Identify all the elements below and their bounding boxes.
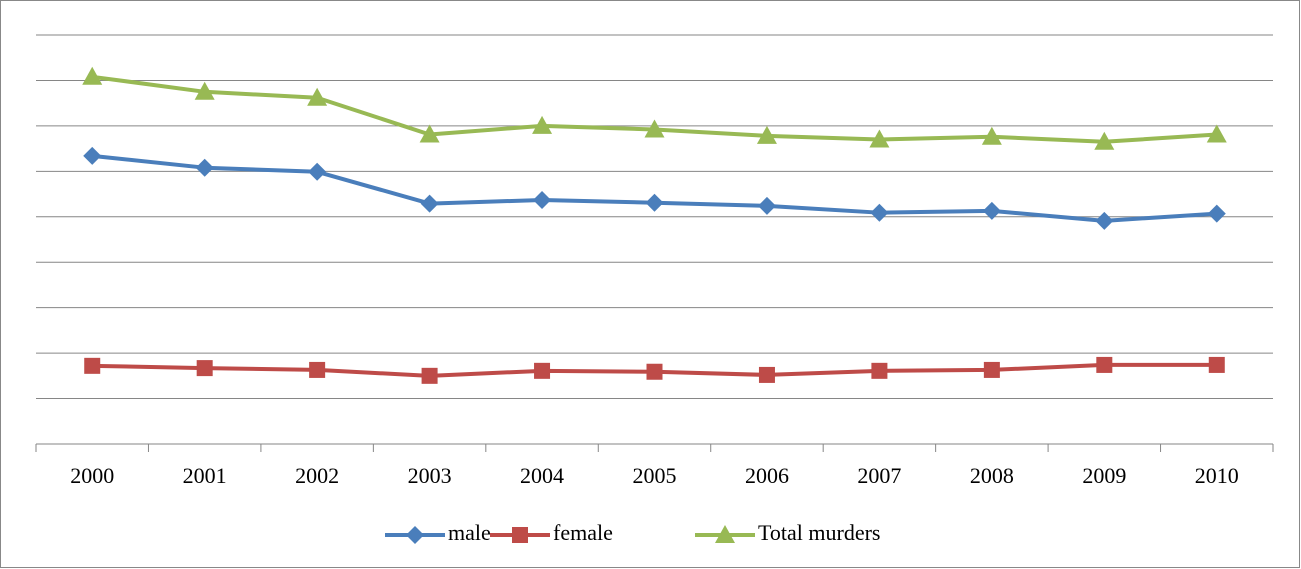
- marker: [419, 124, 440, 143]
- marker: [83, 146, 102, 165]
- x-tick-label: 2010: [1195, 463, 1239, 488]
- marker: [533, 190, 552, 209]
- marker: [983, 361, 1000, 378]
- marker: [1208, 356, 1225, 373]
- marker: [870, 203, 889, 222]
- marker: [758, 366, 775, 383]
- marker: [1096, 356, 1113, 373]
- marker: [406, 526, 424, 544]
- legend-label: male: [448, 520, 491, 545]
- marker: [84, 357, 101, 374]
- marker: [1094, 131, 1115, 150]
- x-tick-label: 2004: [520, 463, 564, 488]
- marker: [869, 129, 890, 148]
- marker: [307, 87, 328, 106]
- marker: [981, 126, 1002, 145]
- marker: [1207, 204, 1226, 223]
- x-tick-label: 2007: [857, 463, 901, 488]
- marker: [512, 527, 528, 543]
- marker: [1206, 124, 1227, 143]
- marker: [532, 115, 553, 134]
- marker: [82, 66, 103, 85]
- x-tick-label: 2008: [970, 463, 1014, 488]
- marker: [195, 158, 214, 177]
- marker: [757, 196, 776, 215]
- x-tick-label: 2001: [183, 463, 227, 488]
- marker: [534, 362, 551, 379]
- marker: [421, 367, 438, 384]
- x-tick-label: 2000: [70, 463, 114, 488]
- marker: [309, 361, 326, 378]
- x-tick-label: 2009: [1082, 463, 1126, 488]
- x-tick-label: 2002: [295, 463, 339, 488]
- marker: [756, 125, 777, 144]
- marker: [645, 193, 664, 212]
- marker: [715, 525, 735, 543]
- x-tick-label: 2006: [745, 463, 789, 488]
- legend-label: Total murders: [758, 520, 880, 545]
- marker: [644, 119, 665, 138]
- marker: [196, 360, 213, 377]
- legend-label: female: [553, 520, 613, 545]
- x-tick-label: 2003: [408, 463, 452, 488]
- marker: [194, 81, 215, 100]
- marker: [420, 194, 439, 213]
- marker: [982, 201, 1001, 220]
- marker: [1095, 211, 1114, 230]
- marker: [646, 363, 663, 380]
- marker: [871, 362, 888, 379]
- marker: [308, 162, 327, 181]
- x-tick-label: 2005: [633, 463, 677, 488]
